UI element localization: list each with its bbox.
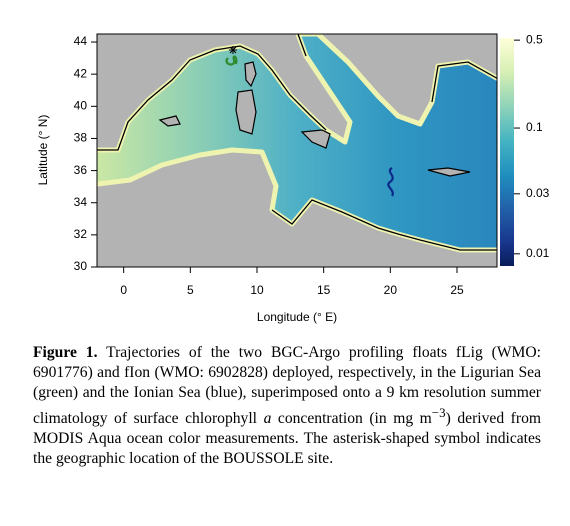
- colorbar: [500, 38, 514, 266]
- coastline: [97, 34, 497, 151]
- colorbar-tick-label: 0.5: [526, 32, 543, 46]
- caption-text: ) derived from MODIS Aqua ocean color me…: [33, 410, 541, 468]
- boussole-asterisk: [229, 46, 237, 54]
- caption-text: concentration (in mg m: [277, 410, 432, 428]
- y-tick-label: 34: [74, 195, 88, 209]
- y-tick-label: 38: [74, 131, 88, 145]
- island: [235, 89, 257, 135]
- y-tick-label: 44: [74, 34, 88, 48]
- y-tick-label: 32: [74, 227, 88, 241]
- x-tick-label: 0: [120, 283, 127, 297]
- y-axis-label: Latitude (° N): [36, 115, 50, 186]
- island: [300, 129, 331, 149]
- colorbar-tick-label: 0.1: [526, 120, 543, 134]
- caption: Figure 1. Trajectories of the two BGC-Ar…: [33, 343, 541, 469]
- caption-italic: a: [263, 410, 272, 428]
- x-tick-label: 5: [187, 283, 194, 297]
- island: [427, 167, 471, 177]
- x-tick-label: 10: [250, 283, 264, 297]
- y-tick-label: 42: [74, 66, 88, 80]
- y-tick-label: 30: [74, 259, 88, 273]
- island: [244, 61, 257, 88]
- x-tick-label: 20: [384, 283, 398, 297]
- x-tick-label: 25: [450, 283, 464, 297]
- coastline: [271, 199, 497, 251]
- island: [158, 115, 181, 127]
- caption-sup: −3: [431, 405, 446, 420]
- caption-text: Trajectories of the two BGC-Argo profili…: [33, 344, 542, 428]
- x-tick-label: 15: [317, 283, 331, 297]
- map: [97, 34, 497, 267]
- trajectory-ionian: [387, 167, 394, 197]
- colorbar-tick-label: 0.01: [526, 246, 550, 260]
- trajectory-ligurian: [225, 55, 238, 66]
- colorbar-tick-label: 0.03: [526, 186, 550, 200]
- y-tick-label: 40: [74, 98, 88, 112]
- y-tick-label: 36: [74, 163, 88, 177]
- x-axis-label: Longitude (° E): [257, 310, 337, 324]
- plot-frame: [96, 33, 498, 268]
- caption-label: Figure 1.: [33, 344, 98, 361]
- figure: Longitude (° E) Latitude (° N) 0 5 10 15 20 2…: [36, 32, 550, 324]
